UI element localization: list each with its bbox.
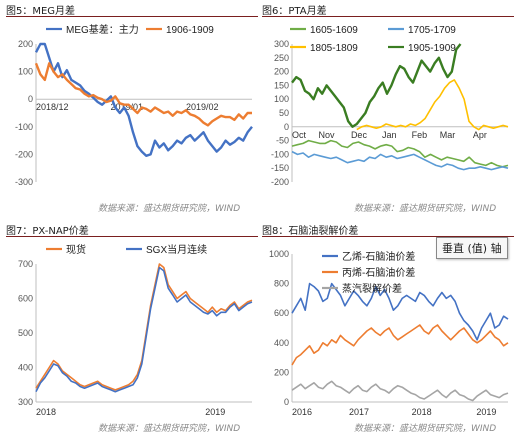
legend-label: 1605-1609 bbox=[310, 25, 358, 36]
x-tick-label: Mar bbox=[440, 130, 456, 140]
y-tick-label: 600 bbox=[18, 294, 33, 304]
source-note: 数据来源：盛达期货研究院，WIND bbox=[98, 424, 241, 434]
legend-label: SGX当月连续 bbox=[146, 243, 207, 256]
series-line bbox=[291, 282, 509, 341]
chart-title: 图8：石脑油裂解价差 bbox=[262, 226, 359, 237]
x-tick-label: 2018 bbox=[412, 407, 432, 417]
series-line bbox=[291, 139, 509, 168]
legend-label: 1705-1709 bbox=[408, 25, 456, 36]
series-line bbox=[35, 266, 253, 393]
series-line bbox=[291, 43, 462, 129]
y-tick-label: 400 bbox=[18, 363, 33, 373]
y-tick-label: 700 bbox=[18, 259, 33, 269]
x-tick-label: 2019 bbox=[205, 407, 225, 417]
legend-label: 1905-1909 bbox=[408, 43, 456, 54]
x-tick-label: Dec bbox=[351, 130, 368, 140]
series-line bbox=[35, 263, 253, 391]
legend-label: 乙烯-石脑油价差 bbox=[342, 250, 415, 263]
x-tick-label: 2019/02 bbox=[186, 102, 219, 112]
source-note: 数据来源：盛达期货研究院，WIND bbox=[354, 204, 497, 214]
chart-title: 图7：PX-NAP价差 bbox=[6, 226, 89, 237]
y-tick-label: 1000 bbox=[269, 249, 289, 259]
legend-label: 蒸汽裂解价差 bbox=[342, 282, 402, 295]
chart-panel-pta: 图6：PTA月差 -200 -150 -100 -50 0 50 100 150 200 250 3… bbox=[262, 2, 514, 216]
series-line bbox=[34, 42, 253, 158]
y-tick-label: 100 bbox=[274, 94, 289, 104]
line-chart: 0 200 400 600 800 1000 2016 2017 2018 2019 乙烯-石脑油价… bbox=[269, 249, 509, 417]
y-tick-label: 0 bbox=[284, 122, 289, 132]
title-rule bbox=[6, 236, 258, 237]
y-tick-label: 0 bbox=[284, 397, 289, 407]
title-rule bbox=[262, 16, 514, 17]
y-tick-label: 400 bbox=[274, 338, 289, 348]
y-tick-label: 200 bbox=[18, 39, 33, 49]
series-line bbox=[291, 380, 509, 402]
y-tick-label: 50 bbox=[279, 108, 289, 118]
line-chart: -200 -150 -100 -50 0 50 100 150 200 250 300 Oct Nov D… bbox=[271, 25, 509, 187]
y-tick-label: 300 bbox=[274, 39, 289, 49]
y-tick-label: -300 bbox=[15, 177, 33, 187]
x-tick-label: 2019 bbox=[476, 407, 496, 417]
y-tick-label: -100 bbox=[15, 122, 33, 132]
y-tick-label: -200 bbox=[271, 177, 289, 187]
series-line bbox=[291, 150, 509, 171]
axis-tooltip: 垂直 (值) 轴 bbox=[436, 237, 508, 259]
legend-label: MEG基差：主力 bbox=[66, 23, 139, 36]
x-tick-label: 2018 bbox=[36, 407, 56, 417]
series-line bbox=[356, 79, 509, 131]
series-line bbox=[34, 62, 252, 127]
line-chart: 300 400 500 600 700 2018 2019 现货 SGX当月连续 bbox=[18, 243, 253, 417]
y-tick-label: 250 bbox=[274, 53, 289, 63]
chart-panel-naphtha: 图8：石脑油裂解价差 0 200 400 600 800 1000 2016 2017 2018… bbox=[262, 222, 514, 436]
x-tick-label: Jan bbox=[382, 130, 397, 140]
chart-panel-meg: 图5：MEG月差 -300 -200 -100 0 100 200 2018/12 2019/… bbox=[6, 2, 258, 216]
source-note: 数据来源：盛达期货研究院，WIND bbox=[98, 204, 241, 214]
chart-title: 图5：MEG月差 bbox=[6, 6, 76, 17]
y-tick-label: 0 bbox=[28, 94, 33, 104]
x-tick-label: Apr bbox=[473, 130, 487, 140]
legend-label: 丙烯-石脑油价差 bbox=[342, 266, 415, 279]
y-tick-label: -100 bbox=[271, 149, 289, 159]
x-tick-label: 2017 bbox=[349, 407, 369, 417]
x-tick-label: 2019/01 bbox=[110, 102, 143, 112]
source-note: 数据来源：盛达期货研究院，WIND bbox=[354, 424, 497, 434]
y-tick-label: -150 bbox=[271, 163, 289, 173]
y-tick-label: 800 bbox=[274, 279, 289, 289]
x-tick-label: Oct bbox=[292, 130, 307, 140]
y-tick-label: 500 bbox=[18, 328, 33, 338]
y-tick-label: -50 bbox=[276, 136, 289, 146]
y-tick-label: 600 bbox=[274, 308, 289, 318]
y-tick-label: 200 bbox=[274, 367, 289, 377]
x-tick-label: 2016 bbox=[292, 407, 312, 417]
legend-label: 1805-1809 bbox=[310, 43, 358, 54]
x-tick-label: Nov bbox=[319, 130, 336, 140]
series-line bbox=[291, 324, 509, 366]
x-tick-label: 2018/12 bbox=[36, 102, 69, 112]
line-chart: -300 -200 -100 0 100 200 2018/12 2019/01 2019/02… bbox=[15, 23, 253, 187]
title-rule bbox=[6, 16, 258, 17]
title-rule bbox=[262, 236, 514, 237]
x-tick-label: Feb bbox=[412, 130, 428, 140]
chart-title: 图6：PTA月差 bbox=[262, 6, 327, 17]
y-tick-label: 200 bbox=[274, 67, 289, 77]
legend-label: 现货 bbox=[66, 243, 86, 256]
y-tick-label: 150 bbox=[274, 80, 289, 90]
y-tick-label: 300 bbox=[18, 397, 33, 407]
y-tick-label: 100 bbox=[18, 67, 33, 77]
y-tick-label: -200 bbox=[15, 149, 33, 159]
legend-label: 1906-1909 bbox=[166, 25, 214, 36]
chart-panel-px-nap: 图7：PX-NAP价差 300 400 500 600 700 2018 2019 现货 SGX… bbox=[6, 222, 258, 436]
